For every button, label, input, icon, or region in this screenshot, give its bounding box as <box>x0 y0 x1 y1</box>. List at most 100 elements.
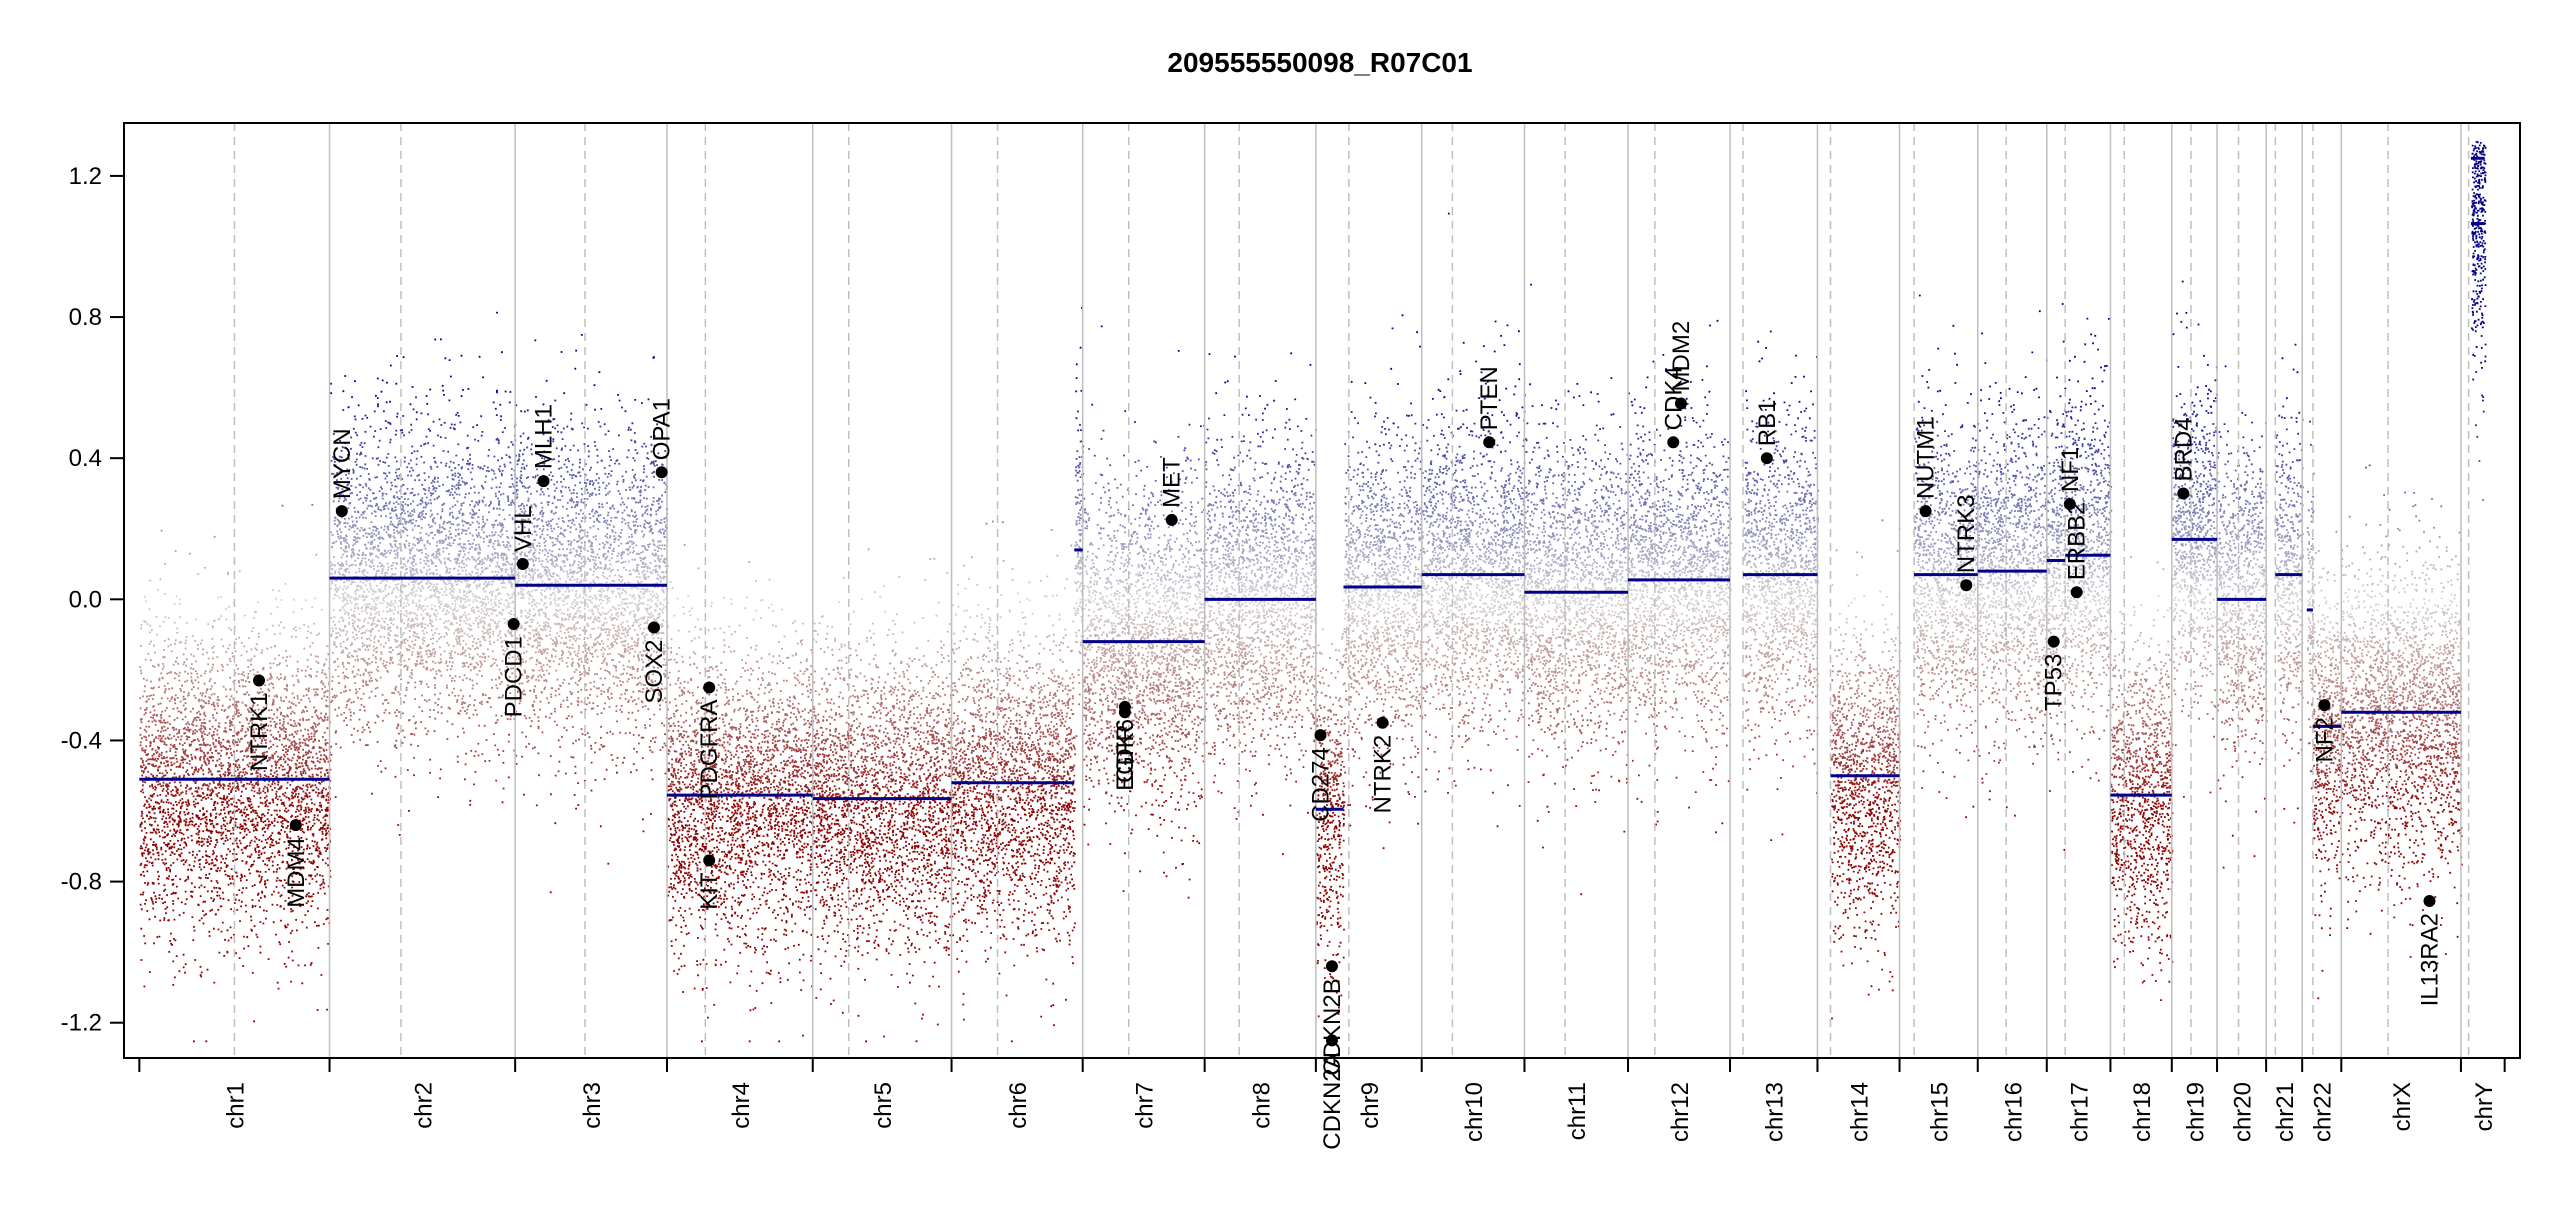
probe-point-group <box>268 683 2432 686</box>
probe-point-group <box>195 618 2376 621</box>
probe-point-group <box>159 739 2435 743</box>
probe-point-group <box>477 503 2282 506</box>
probe-point-group <box>346 484 2303 488</box>
probe-point-group <box>334 583 2453 587</box>
probe-point-group <box>589 480 2038 483</box>
probe-point-group <box>149 630 2451 634</box>
gene-point <box>1376 716 1389 729</box>
probe-point-group <box>433 594 2095 597</box>
probe-point-group <box>140 721 2378 724</box>
probe-point-group <box>144 795 2452 799</box>
probe-point-group <box>184 647 2455 650</box>
gene-label: KIT <box>696 872 723 910</box>
probe-point-group <box>145 711 2456 714</box>
gene-label: NTRK2 <box>1370 735 1397 814</box>
probe-point-group <box>148 797 2402 800</box>
gene-label: PDGFRA <box>696 700 723 800</box>
gene-point <box>1483 436 1496 449</box>
probe-point-group <box>149 785 2453 788</box>
chromosome-label: chr3 <box>579 1082 606 1129</box>
gene-point <box>1314 729 1327 742</box>
probe-point-group <box>336 471 2286 475</box>
gene-markers: NTRK1 MDM4 MYCN PDCD1 VHL MLH1 SOX2 OPA1 PDGFRA K… <box>246 321 2444 1150</box>
probe-point-group <box>346 468 2284 472</box>
chromosome-label: chr10 <box>1461 1082 1488 1142</box>
probe-point-group <box>145 753 2407 757</box>
probe-point-group <box>149 744 2432 748</box>
probe-point-group <box>178 597 2426 601</box>
probe-point-group <box>345 538 2290 541</box>
probe-point-group <box>334 463 2288 467</box>
gene-point <box>1165 513 1178 526</box>
probe-point-group <box>207 759 2401 762</box>
y-tick-label: 0.8 <box>69 304 102 331</box>
probe-point-group <box>300 806 2397 809</box>
chromosome-label: chr16 <box>2000 1082 2027 1142</box>
probe-point-group <box>282 656 2454 659</box>
probe-point-group <box>426 402 2186 405</box>
probe-point-group <box>353 609 2397 613</box>
probe-point-group <box>332 455 2250 458</box>
probe-point-group <box>413 450 2210 453</box>
probe-point-group <box>144 658 2447 661</box>
gene-point <box>703 854 716 867</box>
probe-point-group <box>343 580 2450 584</box>
probe-point-group <box>265 627 2463 631</box>
probe-point-group <box>420 445 2174 448</box>
probe-point-group <box>139 666 2450 669</box>
probe-point-group <box>359 453 2094 456</box>
probe-point-group <box>432 420 2311 423</box>
probe-point-group <box>142 780 2460 784</box>
probe-point-group <box>394 485 2302 488</box>
probe-point-group <box>337 561 2311 565</box>
probe-point-group <box>335 590 2406 594</box>
chromosome-boundaries <box>233 123 2470 1058</box>
probe-point-group <box>389 500 2313 504</box>
probe-point-group <box>422 506 2058 509</box>
probe-point-group <box>153 792 2432 796</box>
chromosome-label: chr21 <box>2272 1082 2299 1142</box>
probe-point-group <box>415 411 2301 414</box>
probe-point-group <box>332 499 2293 503</box>
probe-point-group <box>155 801 2462 805</box>
probe-point-group <box>346 554 2457 558</box>
probe-point-group <box>167 645 2460 648</box>
chromosome-label: chr8 <box>1248 1082 1275 1129</box>
probe-point-group <box>443 393 2218 396</box>
probe-point-group <box>359 490 2309 494</box>
probe-point-group <box>1550 407 1926 409</box>
probe-point-group <box>151 808 2461 812</box>
probe-point-group <box>334 474 2290 478</box>
chromosome-label: chr22 <box>2310 1082 2337 1142</box>
probe-point-group <box>332 576 2421 580</box>
gene-point <box>2423 894 2436 907</box>
probe-point-group <box>353 523 2382 527</box>
probe-point-group <box>416 633 2239 635</box>
probe-point-group <box>142 783 2444 787</box>
probe-point-group <box>144 748 2445 752</box>
probe-point-group <box>357 556 2313 560</box>
probe-point-group <box>2206 433 2209 436</box>
probe-point-group <box>139 744 2404 747</box>
probe-point-group <box>401 428 2288 431</box>
gene-label: MDM4 <box>283 837 310 908</box>
probe-point-group <box>311 503 2417 507</box>
probe-point-group <box>2037 427 2040 430</box>
gene-label: RB1 <box>1754 400 1781 447</box>
probe-point-group <box>147 758 2454 762</box>
gene-point <box>2318 699 2331 712</box>
gene-point <box>1760 452 1773 465</box>
probe-point-group <box>346 476 2296 480</box>
probe-point-group <box>139 718 2449 721</box>
probe-point-group <box>145 725 2458 728</box>
probe-point-group <box>143 777 2456 781</box>
probe-point-group <box>330 392 2209 395</box>
gene-label: NTRK3 <box>1953 495 1980 574</box>
probe-point-group <box>142 771 2456 775</box>
probe-point-group <box>181 797 2420 801</box>
probe-point-group <box>146 700 2447 703</box>
gene-label: IL13RA2 <box>2416 913 2443 1006</box>
gene-label: NF2 <box>2311 717 2338 762</box>
probe-point-group <box>155 615 2457 619</box>
